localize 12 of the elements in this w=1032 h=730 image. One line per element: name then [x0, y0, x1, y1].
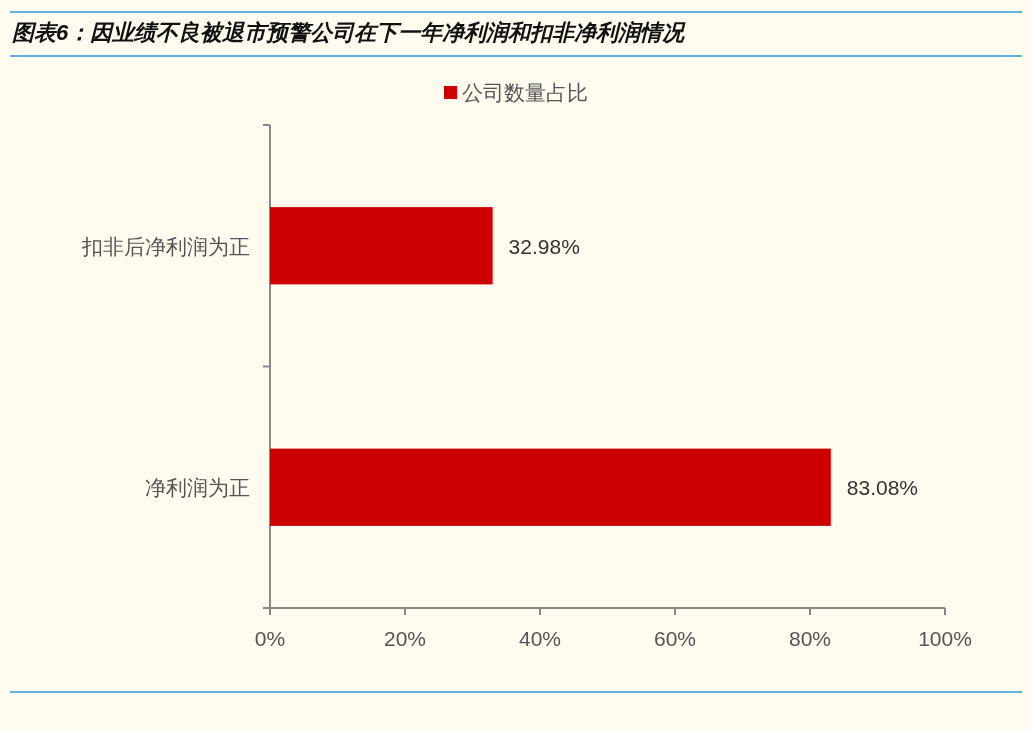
- x-tick-label: 80%: [788, 627, 832, 650]
- legend-label: 公司数量占比: [462, 81, 588, 104]
- data-label: 83.08%: [846, 476, 919, 500]
- chart-title: 图表6：因业绩不良被退市预警公司在下一年净利润和扣非净利润情况: [12, 20, 687, 45]
- data-label: 32.98%: [508, 234, 580, 258]
- x-tick-label: 0%: [254, 627, 286, 650]
- x-tick-label: 40%: [518, 627, 562, 650]
- x-tick-label: 100%: [918, 627, 972, 650]
- x-tick-label: 20%: [383, 627, 427, 650]
- x-tick-label: 60%: [653, 627, 697, 650]
- y-tick-label: 净利润为正: [145, 476, 250, 500]
- y-tick-label: 扣非后净利润为正: [81, 234, 250, 258]
